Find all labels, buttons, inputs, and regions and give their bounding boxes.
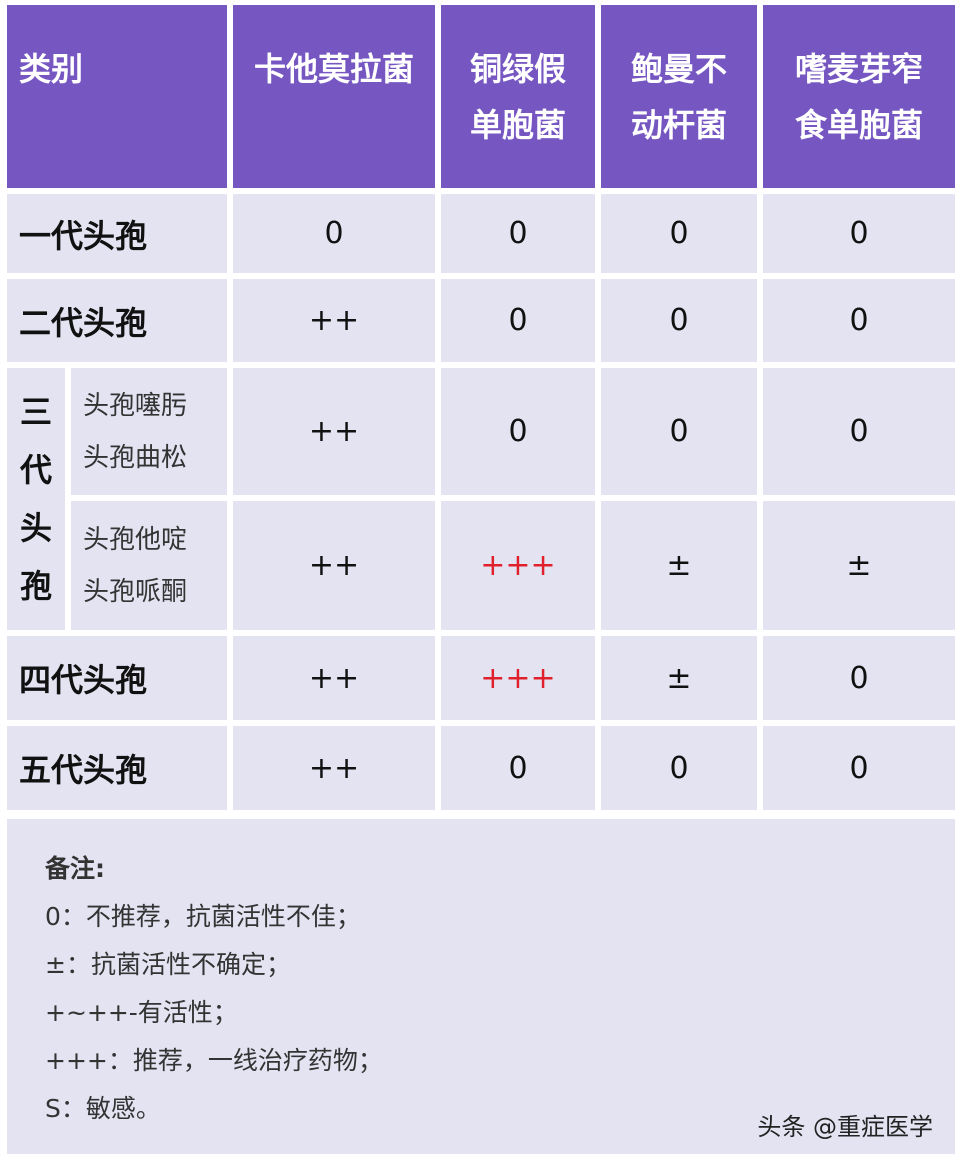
cell: 0 <box>441 194 595 273</box>
cell-recommended: +++ <box>441 636 595 720</box>
cell: ++ <box>233 501 435 630</box>
row-label: 五代头孢 <box>7 726 227 810</box>
row-label: 三代头孢 <box>20 393 53 605</box>
header-category: 类别 <box>7 5 227 188</box>
cell: 0 <box>233 194 435 273</box>
cell: ++ <box>233 368 435 495</box>
header-col-4: 嗜麦芽窄 食单胞菌 <box>763 5 955 188</box>
cell: 0 <box>763 636 955 720</box>
sub-drugs: 头孢他啶 头孢哌酮 <box>71 501 227 630</box>
row-label: 四代头孢 <box>7 636 227 720</box>
cell: 0 <box>763 194 955 273</box>
note-line: +~++-有活性； <box>45 998 238 1027</box>
cell-recommended: +++ <box>441 501 595 630</box>
cell: 0 <box>441 726 595 810</box>
cell: ± <box>763 501 955 630</box>
cell: ± <box>601 501 757 630</box>
cell: ++ <box>233 726 435 810</box>
header-col-2: 铜绿假 单胞菌 <box>441 5 595 188</box>
header-col-1: 卡他莫拉菌 <box>233 5 435 188</box>
note-line: ±：抗菌活性不确定； <box>45 950 291 979</box>
row-label: 二代头孢 <box>7 279 227 362</box>
note-line: 0：不推荐，抗菌活性不佳； <box>45 902 361 931</box>
cell: 0 <box>441 279 595 362</box>
sub-drugs: 头孢噻肟 头孢曲松 <box>71 368 227 495</box>
notes-box: 备注: 0：不推荐，抗菌活性不佳； ±：抗菌活性不确定； +~++-有活性； +… <box>7 819 955 1154</box>
cell: 0 <box>601 279 757 362</box>
note-line: +++：推荐，一线治疗药物； <box>45 1046 383 1075</box>
row-label: 一代头孢 <box>7 194 227 273</box>
row-label-gen3-cell: 三代头孢 <box>7 368 65 630</box>
cell: 0 <box>601 194 757 273</box>
susceptibility-table: 类别 卡他莫拉菌 铜绿假 单胞菌 鲍曼不 动杆菌 嗜麦芽窄 食单胞菌 一代头孢 … <box>7 5 955 810</box>
cell: ± <box>601 636 757 720</box>
cell: 0 <box>763 368 955 495</box>
cell: ++ <box>233 279 435 362</box>
cell: 0 <box>441 368 595 495</box>
cell: 0 <box>601 726 757 810</box>
notes-title: 备注: <box>45 854 105 883</box>
cell: ++ <box>233 636 435 720</box>
note-line: S：敏感。 <box>45 1094 161 1123</box>
drug: 头孢哌酮 <box>83 576 188 607</box>
cell: 0 <box>601 368 757 495</box>
cell: 0 <box>763 726 955 810</box>
drug: 头孢曲松 <box>83 442 188 473</box>
watermark: 头条 @重症医学 <box>757 1113 933 1141</box>
cell: 0 <box>763 279 955 362</box>
drug: 头孢他啶 <box>83 524 188 555</box>
drug: 头孢噻肟 <box>83 390 188 421</box>
header-col-3: 鲍曼不 动杆菌 <box>601 5 757 188</box>
